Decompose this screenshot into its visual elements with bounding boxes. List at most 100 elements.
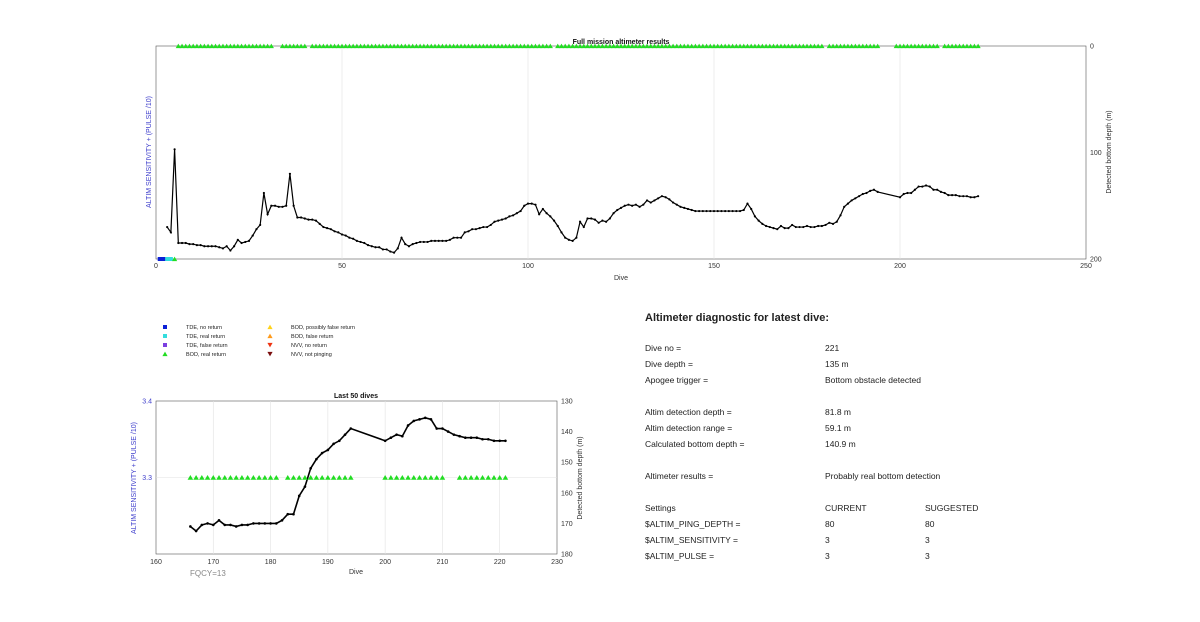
full-mission-title: Full mission altimeter results: [573, 39, 670, 46]
ping-depth-row: $ALTIM_PING_DEPTH = 80 80: [645, 519, 1065, 535]
depth-point: [441, 427, 444, 430]
depth-point: [309, 467, 312, 470]
depth-point: [315, 457, 318, 461]
depth-point: [292, 512, 295, 516]
x-tick-label: 170: [207, 559, 219, 566]
bod-real-marker: [815, 43, 821, 49]
bod-real-marker: [369, 43, 375, 49]
bod-real-marker: [748, 43, 754, 49]
bod-real-marker: [804, 43, 810, 49]
bod-real-marker: [744, 43, 751, 49]
depth-point: [735, 209, 738, 213]
depth-point: [872, 188, 876, 191]
depth-point: [218, 246, 221, 249]
depth-point: [552, 219, 556, 222]
apogee-label: Apogee trigger =: [645, 375, 709, 385]
bod-real-marker: [544, 43, 550, 49]
depth-point: [649, 201, 652, 204]
bod-real-marker: [819, 43, 825, 49]
bod-real-marker: [644, 43, 650, 49]
depth-point: [716, 209, 719, 213]
bod-real-marker: [439, 43, 446, 49]
depth-point: [217, 519, 221, 522]
depth-point: [206, 245, 210, 248]
depth-point: [407, 245, 411, 248]
depth-point: [189, 525, 192, 528]
depth-point: [504, 217, 507, 220]
depth-point: [329, 228, 332, 231]
altim-det-range-row: Altim detection range = 59.1 m: [645, 423, 1065, 439]
depth-point: [831, 222, 835, 225]
depth-point: [720, 209, 723, 213]
y-left-tick-label: 3.3: [142, 475, 152, 482]
legend-label: TDE, real return: [186, 334, 225, 340]
bod-real-marker: [183, 43, 189, 49]
legend-marker: [162, 351, 168, 357]
y-right-tick-label: 160: [561, 490, 573, 497]
depth-point: [939, 190, 943, 194]
depth-point: [686, 207, 690, 211]
depth-point: [947, 194, 950, 197]
depth-point: [668, 198, 671, 201]
full-mission-ylabel-left: ALTIM SENSITIVITY + (PULSE /10): [146, 96, 153, 208]
bod-real-marker: [439, 474, 446, 480]
bod-real-marker: [916, 43, 922, 49]
depth-point: [671, 201, 675, 204]
bod-real-marker: [622, 43, 628, 49]
bod-real-marker: [685, 43, 691, 49]
depth-point: [578, 220, 582, 223]
bod-real-marker: [875, 43, 881, 49]
bod-real-marker: [469, 43, 475, 49]
bod-real-marker: [971, 43, 977, 49]
bod-real-marker: [302, 43, 308, 49]
x-tick-label: 160: [150, 559, 162, 566]
depth-point: [418, 418, 421, 421]
bod-real-marker: [934, 43, 940, 49]
bod-real-marker: [610, 43, 617, 49]
depth-point: [481, 437, 484, 441]
bod-real-marker: [256, 474, 262, 480]
depth-point: [400, 236, 403, 239]
bod-real-marker: [491, 43, 498, 49]
full-mission-depth-line: [166, 149, 979, 254]
bod-real-marker: [540, 43, 546, 49]
depth-point: [419, 240, 422, 244]
depth-point: [764, 224, 768, 228]
depth-point: [426, 240, 429, 244]
bod-real-marker: [785, 43, 791, 49]
depth-point: [474, 228, 478, 231]
depth-point: [383, 439, 387, 443]
depth-point: [429, 418, 433, 421]
bod-real-marker: [696, 43, 702, 49]
altim-det-depth-label: Altim detection depth =: [645, 407, 732, 417]
depth-point: [430, 239, 433, 242]
bod-real-marker: [365, 43, 371, 49]
settings-label: Settings: [645, 503, 676, 513]
depth-point: [478, 227, 481, 230]
depth-point: [526, 202, 530, 205]
bod-real-marker: [663, 43, 669, 49]
y-left-tick-label: 3.4: [142, 399, 152, 406]
y-right-tick-label: 130: [561, 399, 573, 406]
depth-point: [850, 199, 853, 202]
bod-real-marker: [845, 43, 851, 49]
bod-real-marker: [488, 43, 494, 49]
bod-real-marker: [354, 43, 360, 49]
depth-point: [273, 204, 277, 207]
bod-real-marker: [618, 43, 624, 49]
depth-point: [423, 416, 427, 420]
bod-real-marker: [465, 43, 472, 49]
bod-real-marker: [733, 43, 739, 49]
bod-real-marker: [335, 43, 341, 49]
depth-point: [538, 213, 541, 216]
depth-point: [458, 434, 461, 438]
pulse-row: $ALTIM_PULSE = 3 3: [645, 551, 1065, 567]
bod-real-marker: [852, 43, 858, 49]
depth-point: [211, 523, 215, 527]
depth-point: [422, 240, 425, 244]
depth-point: [229, 249, 232, 252]
depth-point: [612, 212, 615, 215]
results-value: Probably real bottom detection: [825, 471, 941, 481]
pulse-suggested: 3: [925, 551, 930, 561]
depth-point: [482, 225, 485, 229]
